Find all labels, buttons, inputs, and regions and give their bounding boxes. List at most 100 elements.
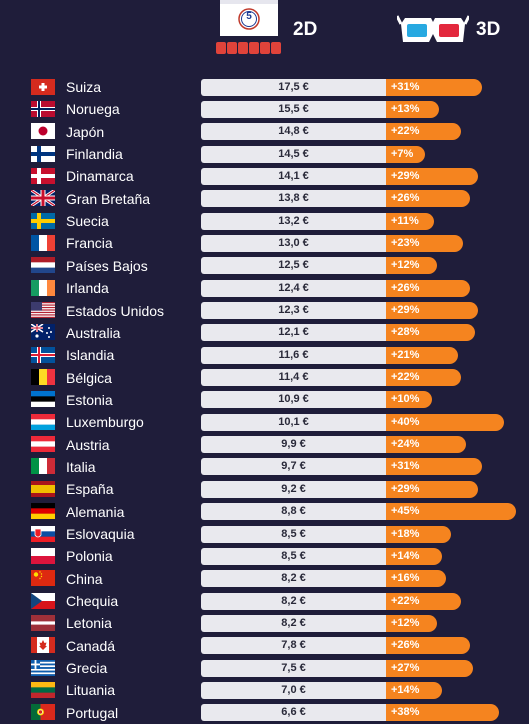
surcharge-label: +31% — [391, 460, 420, 473]
price-label: 8,2 € — [281, 572, 306, 585]
bar-2d — [201, 279, 386, 297]
bar-3d — [386, 346, 459, 364]
price-label: 9,2 € — [281, 482, 306, 495]
bar-2d — [201, 190, 386, 208]
country-label: Francia — [66, 235, 113, 252]
country-label: Canadá — [66, 637, 116, 654]
usa-flag — [31, 302, 55, 318]
bar-2d — [201, 525, 386, 543]
country-label: Gran Bretaña — [66, 190, 151, 207]
bar-3d — [386, 324, 476, 342]
price-label: 14,1 € — [278, 169, 309, 182]
country-label: Austria — [66, 436, 110, 453]
surcharge-label: +29% — [391, 482, 420, 495]
surcharge-label: +38% — [391, 706, 420, 719]
latvia-flag — [31, 614, 55, 631]
country-label: Noruega — [66, 101, 120, 118]
bar-3d — [386, 391, 432, 409]
bar-2d — [201, 167, 386, 185]
bar-2d — [201, 681, 386, 699]
label-3d: 3D — [476, 19, 501, 40]
bar-2d — [201, 503, 386, 521]
japan-flag — [31, 123, 55, 140]
price-label: 8,2 € — [281, 616, 306, 629]
surcharge-label: +29% — [391, 169, 420, 182]
country-label: Estados Unidos — [66, 302, 165, 319]
surcharge-label: +23% — [391, 236, 420, 249]
spain-flag — [31, 480, 55, 497]
bar-3d — [386, 592, 461, 610]
bar-3d — [386, 78, 483, 96]
surcharge-label: +22% — [391, 594, 420, 607]
bar-2d — [201, 436, 386, 454]
surcharge-label: +10% — [391, 393, 420, 406]
bar-2d — [201, 369, 386, 387]
surcharge-label: +12% — [391, 616, 420, 629]
price-label: 11,6 € — [278, 348, 309, 361]
price-label: 13,0 € — [278, 236, 309, 249]
bar-3d — [386, 413, 504, 431]
surcharge-label: +28% — [391, 326, 420, 339]
bar-2d — [201, 480, 386, 498]
price-label: 14,5 € — [278, 147, 309, 160]
surcharge-label: +40% — [391, 415, 420, 428]
bar-2d — [201, 346, 386, 364]
country-label: Letonia — [66, 615, 112, 632]
bar-3d — [386, 302, 478, 319]
price-label: 11,4 € — [278, 371, 309, 384]
slovakia-flag — [31, 525, 55, 542]
poland-flag — [31, 547, 55, 564]
surcharge-label: +14% — [391, 683, 420, 696]
sweden-flag — [31, 212, 55, 229]
price-label: 12,5 € — [278, 259, 309, 272]
luxembourg-flag — [31, 413, 55, 430]
bar-3d — [386, 614, 437, 632]
price-label: 13,2 € — [278, 214, 309, 227]
country-label: Dinamarca — [66, 168, 134, 185]
country-label: España — [66, 481, 114, 498]
bar-3d — [386, 570, 447, 588]
surcharge-label: +26% — [391, 192, 420, 205]
surcharge-label: +7% — [391, 147, 414, 160]
bar-3d — [386, 167, 478, 185]
surcharge-label: +31% — [391, 80, 420, 93]
surcharge-label: +22% — [391, 371, 420, 384]
bar-3d — [386, 123, 461, 141]
price-label: 9,7 € — [281, 460, 306, 473]
bar-2d — [201, 659, 386, 677]
price-label: 6,6 € — [281, 706, 306, 719]
ireland-flag — [31, 279, 55, 296]
country-label: Finlandia — [66, 146, 123, 163]
price-label: 12,4 € — [278, 281, 309, 294]
surcharge-label: +13% — [391, 102, 420, 115]
surcharge-label: +26% — [391, 639, 420, 652]
bar-2d — [201, 570, 386, 588]
surcharge-label: +12% — [391, 259, 420, 272]
bar-2d — [201, 257, 386, 275]
surcharge-label: +24% — [391, 438, 420, 451]
iceland-flag — [31, 346, 55, 363]
country-label: Grecia — [66, 660, 108, 677]
cinema-screen-icon: 5 — [214, 0, 284, 60]
china-flag — [31, 570, 55, 587]
bar-3d — [386, 436, 466, 454]
surcharge-label: +11% — [391, 214, 419, 227]
bar-3d — [386, 681, 442, 699]
price-label: 8,2 € — [281, 594, 306, 607]
3d-glasses-icon — [395, 14, 471, 48]
price-label: 17,5 € — [278, 80, 309, 93]
cinema-badge: 5 — [246, 11, 252, 22]
price-label: 15,5 € — [278, 102, 309, 115]
bar-2d — [201, 145, 386, 163]
country-label: Polonia — [66, 548, 113, 565]
bar-3d — [386, 547, 442, 565]
uk-flag — [31, 190, 55, 207]
bar-3d — [386, 637, 471, 655]
surcharge-label: +22% — [391, 125, 420, 138]
bar-3d — [386, 234, 464, 252]
country-label: Alemania — [66, 503, 125, 520]
country-label: Irlanda — [66, 280, 109, 297]
belgium-flag — [31, 369, 55, 386]
greece-flag — [31, 659, 55, 676]
surcharge-label: +29% — [391, 304, 420, 316]
